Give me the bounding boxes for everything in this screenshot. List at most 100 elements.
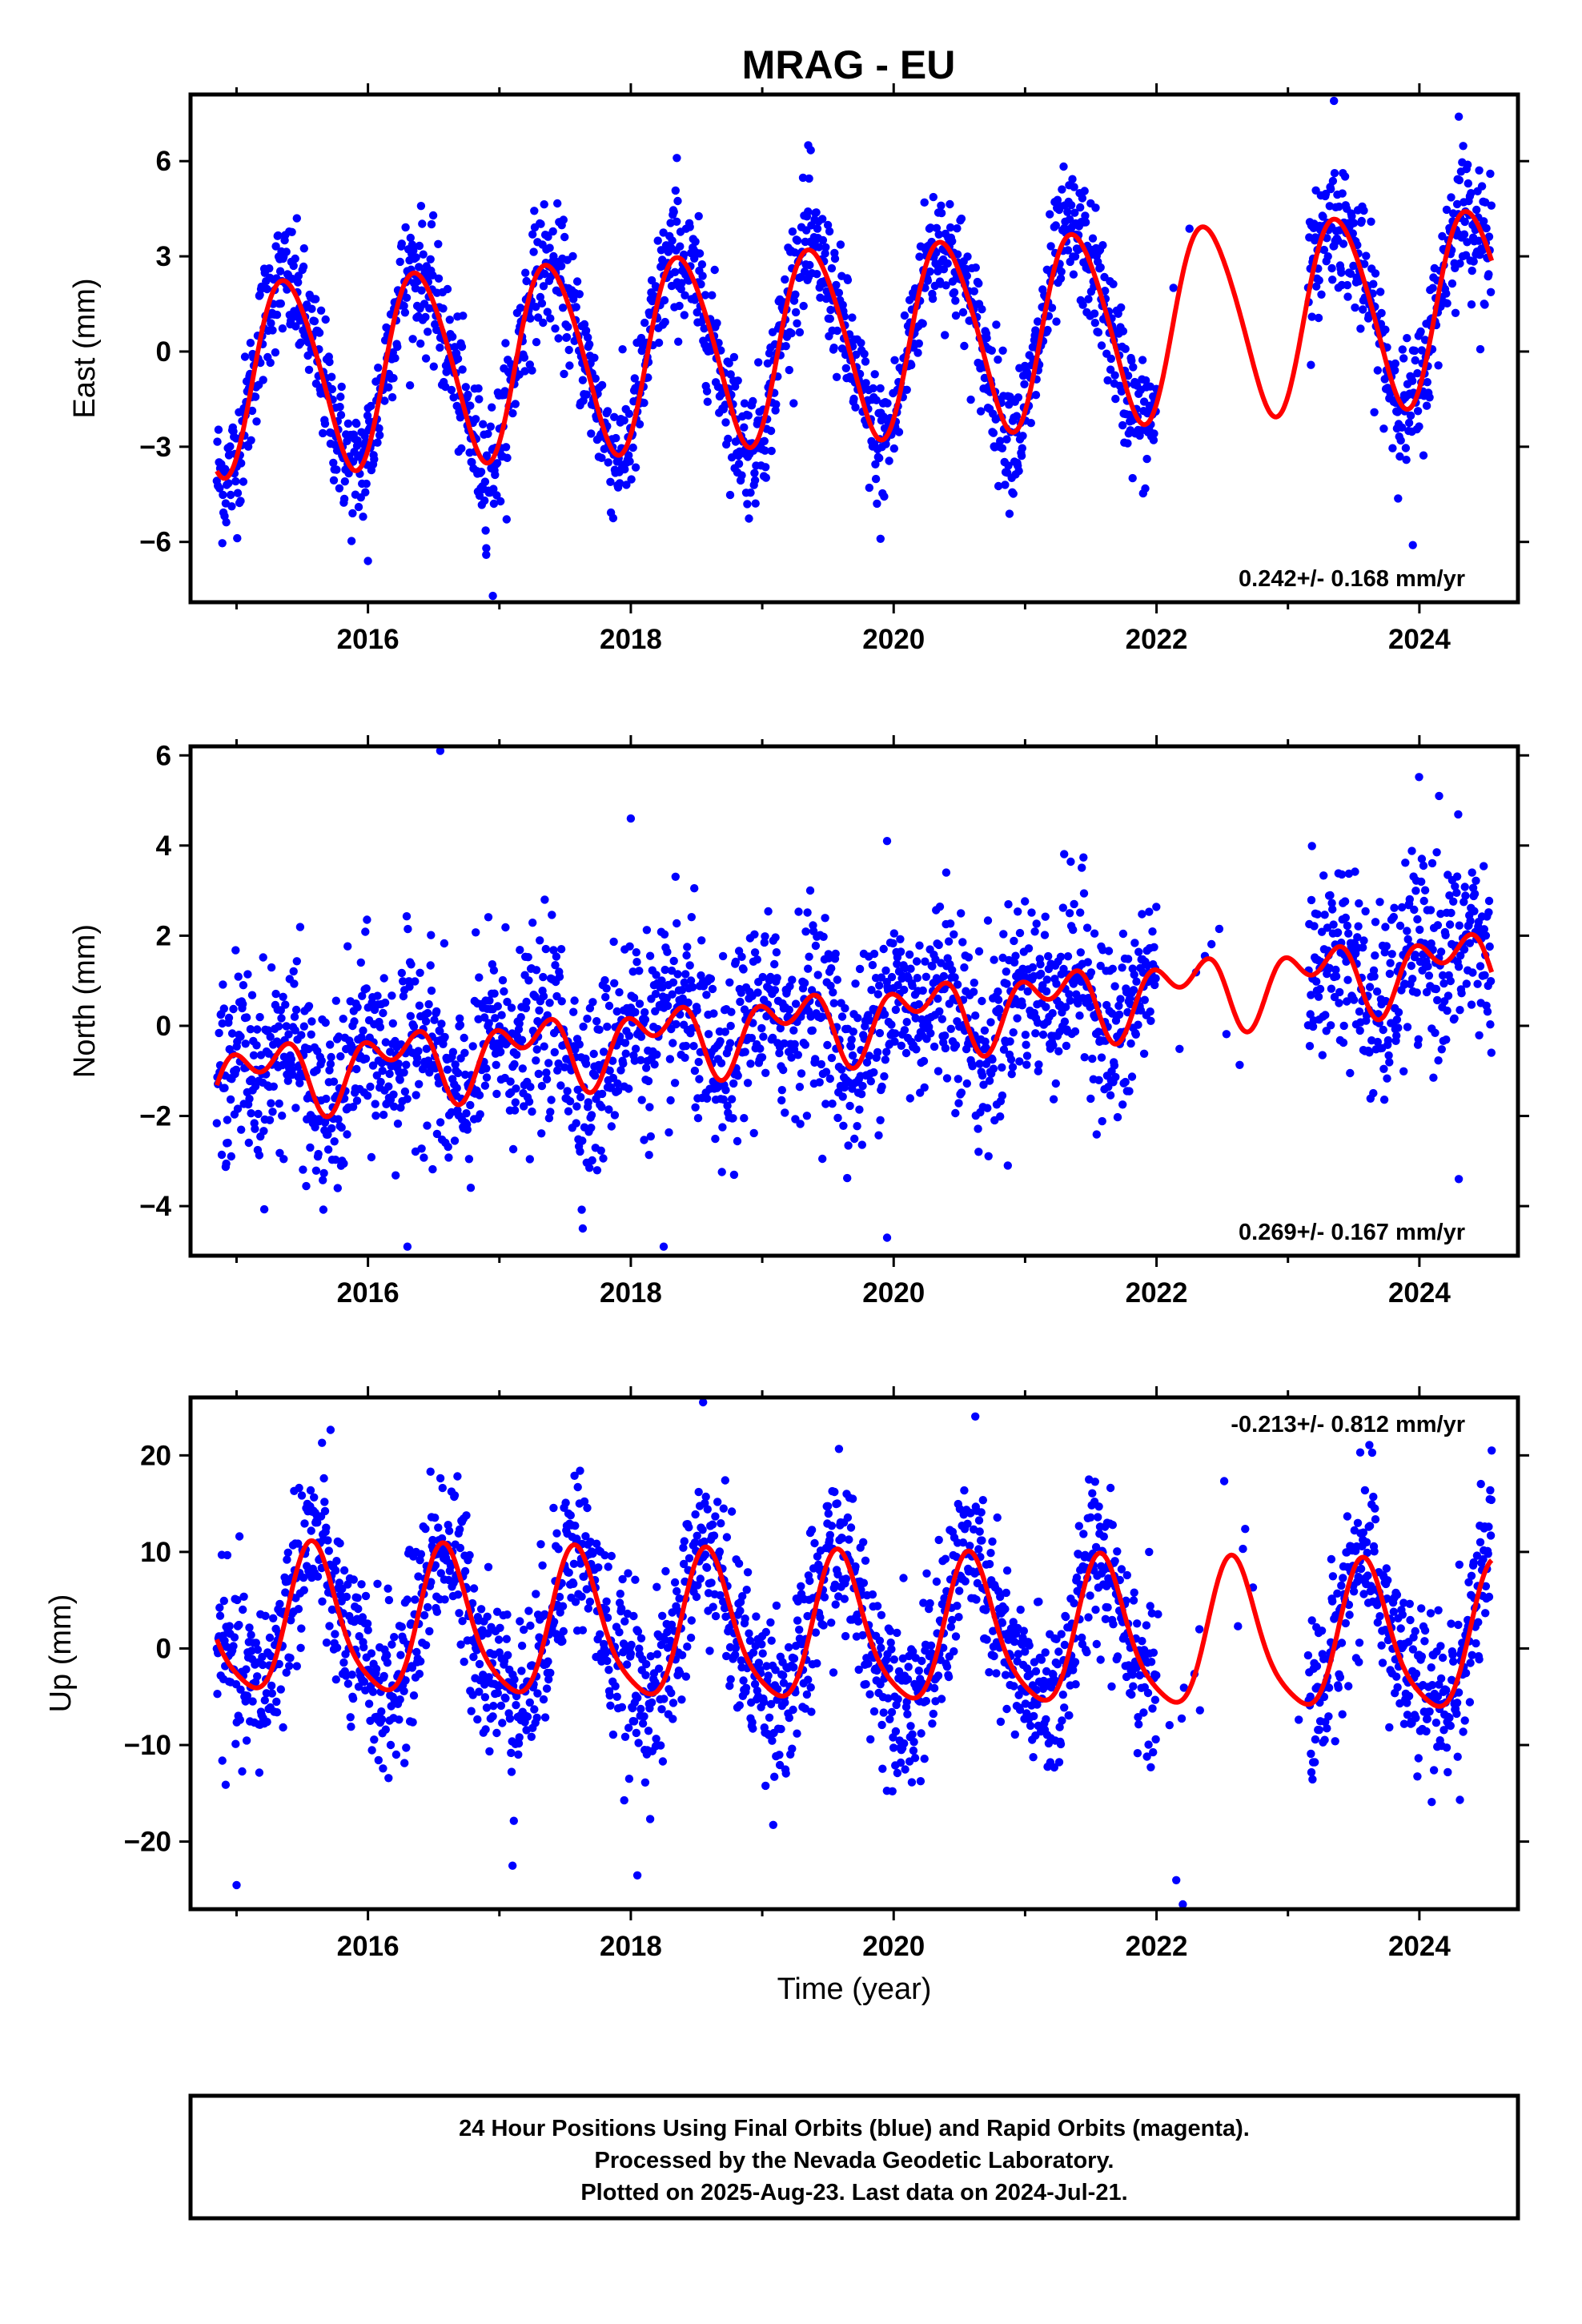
north-data-point: [576, 1092, 585, 1102]
north-data-point: [1344, 929, 1353, 938]
north-data-point: [839, 1121, 848, 1131]
north-data-point: [227, 1152, 235, 1161]
north-data-point: [640, 1007, 649, 1017]
north-data-point: [278, 1112, 287, 1120]
up-data-point: [361, 1591, 371, 1601]
east-data-point: [1059, 162, 1068, 171]
east-data-point: [635, 420, 644, 428]
north-data-point: [690, 884, 699, 893]
up-data-point: [620, 1795, 628, 1805]
up-data-point: [559, 1626, 568, 1636]
north-data-point: [307, 1030, 315, 1039]
north-data-point: [537, 1081, 547, 1091]
east-data-point: [1018, 432, 1027, 440]
east-data-point: [914, 339, 924, 348]
north-data-point: [921, 972, 931, 982]
east-data-point: [615, 479, 624, 488]
north-data-point: [737, 952, 746, 962]
north-data-point: [1385, 1058, 1394, 1067]
north-data-point: [421, 1017, 431, 1026]
north-data-point: [873, 1047, 882, 1057]
north-data-point: [741, 1047, 749, 1056]
east-data-point: [766, 426, 776, 436]
north-data-point: [764, 907, 773, 916]
north-data-point: [797, 1069, 806, 1078]
up-data-point: [530, 1705, 539, 1714]
north-data-point: [563, 1087, 572, 1096]
north-data-point: [217, 1150, 227, 1160]
up-data-point: [515, 1733, 524, 1742]
east-data-point: [761, 463, 770, 472]
east-data-point: [1391, 359, 1400, 368]
north-data-point: [532, 1045, 541, 1054]
east-data-point: [233, 533, 242, 543]
east-data-point: [1078, 194, 1087, 203]
north-data-point: [1004, 900, 1013, 909]
north-data-point: [1486, 977, 1496, 986]
up-data-point: [607, 1551, 616, 1561]
north-data-point: [1080, 1053, 1089, 1062]
north-data-point: [510, 1059, 519, 1069]
up-data-point: [346, 1713, 355, 1722]
north-data-point: [1126, 1039, 1135, 1048]
north-x-tick-label: 2018: [600, 1277, 662, 1309]
up-data-point: [381, 1725, 390, 1734]
north-data-point: [376, 1077, 385, 1087]
north-data-point: [725, 978, 734, 987]
east-data-point: [271, 242, 280, 251]
east-data-point: [620, 416, 628, 425]
north-data-point: [626, 814, 636, 823]
up-data-point: [339, 1566, 349, 1575]
east-data-point: [1480, 300, 1489, 309]
north-data-point: [690, 1066, 700, 1076]
east-data-point: [359, 513, 367, 521]
up-data-point: [323, 1536, 332, 1545]
east-data-point: [479, 420, 488, 428]
up-data-point: [218, 1756, 227, 1765]
north-data-point: [793, 1051, 802, 1059]
north-data-point: [379, 1008, 387, 1018]
up-data-point: [512, 1701, 520, 1710]
east-data-point: [536, 219, 545, 228]
north-data-point: [506, 1077, 515, 1086]
north-data-point: [1123, 955, 1133, 963]
north-data-point: [733, 1136, 742, 1146]
north-data-point: [844, 1141, 853, 1150]
north-data-point: [417, 1144, 426, 1153]
north-data-point: [1078, 863, 1086, 872]
north-data-point: [702, 1094, 712, 1104]
east-data-point: [247, 406, 257, 416]
north-data-point: [1370, 972, 1379, 981]
north-data-point: [694, 1057, 703, 1067]
east-data-point: [1486, 169, 1495, 179]
up-data-point: [503, 1610, 512, 1619]
north-data-point: [546, 1108, 555, 1116]
up-data-point: [527, 1732, 536, 1741]
north-data-point: [224, 1013, 234, 1023]
east-data-point: [1109, 279, 1118, 288]
north-data-point: [887, 972, 897, 982]
up-data-point: [383, 1651, 391, 1660]
east-data-point: [894, 428, 904, 436]
north-data-point: [420, 1153, 428, 1162]
east-data-point: [226, 442, 235, 451]
up-data-point: [269, 1614, 278, 1623]
up-data-point: [505, 1714, 515, 1723]
east-data-point: [946, 199, 954, 209]
up-data-point: [440, 1595, 449, 1604]
east-plot-area: [212, 96, 1496, 601]
north-data-point: [456, 1020, 465, 1030]
north-data-point: [1333, 928, 1343, 937]
east-data-point: [466, 401, 475, 410]
north-data-point: [855, 1105, 864, 1114]
north-data-point: [1320, 911, 1329, 919]
up-data-point: [384, 1774, 393, 1783]
east-data-point: [1359, 206, 1368, 215]
east-data-point: [354, 502, 363, 512]
north-x-tick-label: 2024: [1388, 1277, 1451, 1309]
up-data-point: [260, 1696, 269, 1705]
north-data-point: [1487, 1048, 1496, 1057]
north-data-point: [817, 1154, 827, 1164]
north-data-point: [380, 998, 390, 1007]
